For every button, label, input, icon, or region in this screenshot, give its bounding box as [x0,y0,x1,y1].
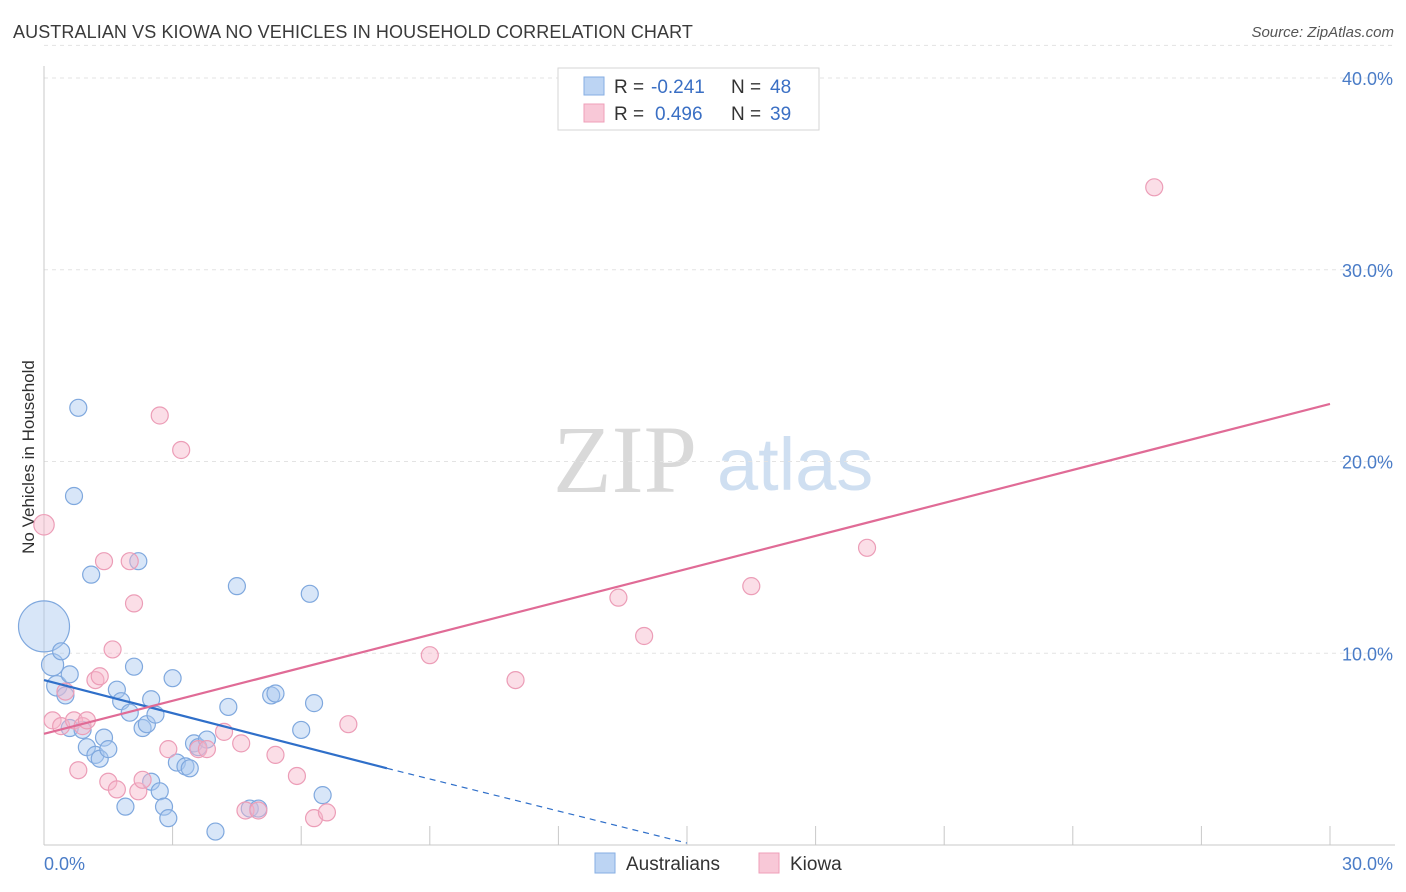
legend-n-label-2: N = [731,104,761,125]
point-kiowa [124,594,144,613]
point-australians [313,786,332,805]
trend-australians-extension [386,767,688,844]
legend-r-label-2: R = [614,104,644,125]
point-australians [56,686,75,705]
legend-top: R = -0.241 N = 48 R = 0.496 N = 39 [557,67,820,131]
point-australians [64,486,84,506]
y-tick-label: 20.0% [1342,453,1393,473]
point-australians [304,694,324,713]
point-kiowa [236,801,255,820]
legend-bottom-swatch-kiowa [758,852,780,874]
point-kiowa [107,780,126,799]
point-kiowa [857,538,877,557]
point-kiowa [339,715,358,734]
point-kiowa [103,640,122,659]
trend-kiowa [43,402,1331,735]
point-australians [292,720,311,740]
y-tick-label: 10.0% [1342,644,1393,664]
legend-swatch-kiowa [583,103,605,123]
point-australians [60,665,79,684]
point-australians [82,565,101,584]
point-kiowa [742,577,761,596]
point-kiowa [69,761,88,780]
point-kiowa [197,740,216,759]
x-tick-label: 0.0% [44,854,85,874]
point-kiowa [1145,178,1164,197]
point-australians [180,759,199,778]
point-kiowa [609,588,628,607]
point-kiowa [420,646,439,665]
point-australians [163,669,182,688]
point-kiowa [266,745,285,764]
source-label: Source: ZipAtlas.com [1251,24,1394,41]
point-australians [17,600,71,653]
legend-bottom-swatch-australians [594,852,616,874]
point-australians [154,797,174,816]
point-australians [300,584,319,603]
point-australians [99,740,118,759]
watermark-zip: ZIP [553,406,697,513]
legend-r-label-1: R = [614,77,644,98]
y-tick-label: 40.0% [1342,69,1393,89]
legend-bottom: Australians Kiowa [594,852,842,875]
point-kiowa [506,670,525,690]
point-australians [206,822,225,841]
point-kiowa [150,406,169,425]
point-kiowa [635,626,654,646]
watermark-atlas: atlas [717,423,873,506]
point-australians [69,398,88,417]
point-australians [150,782,169,801]
point-kiowa [33,513,55,536]
point-kiowa [287,766,307,786]
point-australians [94,728,114,747]
point-australians [227,577,246,596]
point-australians [52,642,71,661]
legend-n-value-2: 39 [770,104,791,125]
point-kiowa [172,440,191,460]
point-kiowa [133,770,152,789]
legend-r-value-1: -0.241 [651,77,705,98]
chart-title: AUSTRALIAN VS KIOWA NO VEHICLES IN HOUSE… [13,22,693,42]
y-tick-label: 30.0% [1342,261,1393,281]
point-australians [219,697,238,717]
point-kiowa [232,734,251,753]
legend-bottom-kiowa: Kiowa [790,854,842,875]
point-kiowa [94,552,114,571]
point-kiowa [120,552,139,571]
gridlines [44,44,1395,654]
trend-lines [43,402,1331,844]
point-australians [124,657,144,676]
point-kiowa [159,740,178,759]
legend-swatch-australians [583,76,605,96]
x-tick-label: 30.0% [1342,854,1393,874]
tick-labels: 10.0% 20.0% 30.0% 40.0% 0.0% 30.0% [44,69,1393,874]
axes [43,66,1395,846]
point-australians [159,809,178,828]
legend-bottom-australians: Australians [626,854,720,875]
legend-n-label-1: N = [731,77,761,98]
point-kiowa [129,782,148,801]
point-australians [266,684,285,703]
point-kiowa [249,801,268,820]
point-kiowa [90,667,109,686]
legend-r-value-2: 0.496 [655,104,703,125]
point-kiowa [317,803,337,822]
point-australians [116,797,135,816]
y-axis-label: No Vehicles in Household [19,360,38,554]
watermark: ZIP atlas [553,406,873,513]
legend-n-value-1: 48 [770,77,791,98]
trend-australians [43,679,388,770]
